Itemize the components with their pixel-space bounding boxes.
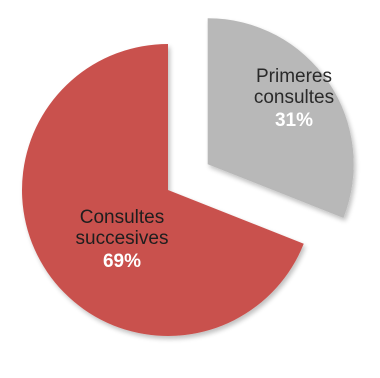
slice-label-consultes-succesives: Consultes succesives [76, 207, 169, 249]
pie-slice-consultes-succesives [22, 44, 304, 336]
slice-value-label-primeres-consultes: 31% [275, 110, 313, 131]
slice-label-line: succesives [76, 228, 169, 249]
slice-label-line: Consultes [80, 207, 165, 228]
slice-label-line: Primeres [256, 66, 332, 87]
slice-label-primeres-consultes: Primeres consultes [254, 66, 334, 108]
pie-slice-primeres-consultes [207, 18, 354, 218]
slice-label-line: consultes [254, 87, 334, 108]
slice-value-label-consultes-succesives: 69% [103, 251, 141, 272]
